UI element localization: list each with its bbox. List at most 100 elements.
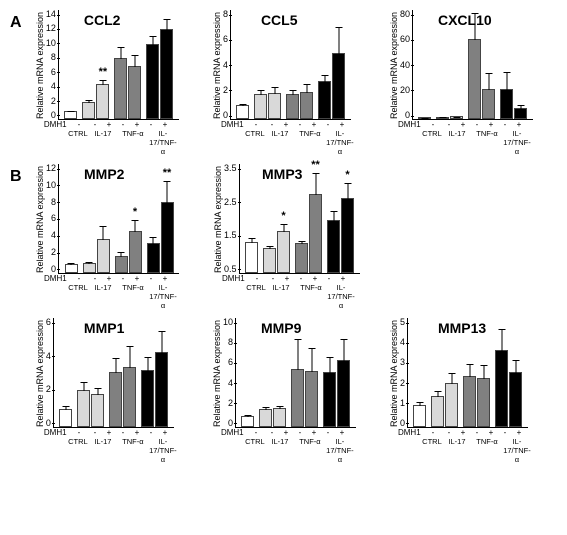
bar-group <box>109 367 137 428</box>
chart-title: CCL5 <box>261 12 298 28</box>
bar: * <box>277 231 290 273</box>
bar-group <box>254 93 282 119</box>
bar <box>332 53 345 119</box>
bar <box>59 409 72 427</box>
bar <box>91 394 104 427</box>
bar <box>337 360 350 427</box>
bar <box>241 416 254 427</box>
bar <box>268 93 281 119</box>
bar: ** <box>309 194 322 273</box>
bar <box>245 242 258 273</box>
bar <box>259 409 272 427</box>
chart-MMP3: MMP3 Relative mRNA expression 3.52.51.50… <box>212 164 382 310</box>
bar <box>128 66 141 119</box>
bar <box>77 390 90 427</box>
y-axis-label: Relative mRNA expression <box>388 10 400 120</box>
bar-group <box>323 360 351 427</box>
x-axis: DMH1 --+-+-+ CTRLIL-17TNF-αIL-17/TNF-α <box>212 274 382 310</box>
y-axis-label: Relative mRNA expression <box>34 318 46 428</box>
y-axis-label: Relative mRNA expression <box>388 318 400 428</box>
bar <box>327 220 340 273</box>
chart-MMP2: MMP2 Relative mRNA expression 121086420 … <box>34 164 204 310</box>
bar <box>509 372 522 427</box>
chart-title: MMP2 <box>84 166 124 182</box>
bar-group <box>146 29 174 119</box>
bar-group: * <box>114 231 142 273</box>
bar <box>83 263 96 273</box>
bar: ** <box>161 202 174 273</box>
bar <box>147 243 160 273</box>
bar-group <box>436 116 464 119</box>
y-axis: 543210 <box>400 318 408 428</box>
bar <box>495 350 508 427</box>
figure-root: A CCL2 Relative mRNA expression 14121086… <box>10 10 557 464</box>
chart-MMP13: MMP13 Relative mRNA expression 543210 <box>388 318 557 464</box>
bar <box>445 383 458 427</box>
x-axis: DMH1 --+-+-+ CTRLIL-17TNF-αIL-17/TNF-α <box>211 428 380 464</box>
bar <box>146 44 159 119</box>
bar <box>323 372 336 427</box>
bar-group <box>413 405 427 427</box>
bar <box>141 370 154 427</box>
bar-group <box>82 239 110 273</box>
bar <box>160 29 173 119</box>
bar <box>155 352 168 427</box>
bar-group: * <box>263 231 291 273</box>
x-axis: DMH1 --+-+-+ CTRLIL-17TNF-αIL-17/TNF-α <box>211 120 380 156</box>
bar-group <box>141 352 169 427</box>
bar-group <box>64 264 78 273</box>
panel-label-a: A <box>10 10 26 156</box>
bar-group <box>286 92 314 120</box>
bar <box>109 372 122 427</box>
bar <box>97 239 110 273</box>
x-axis: DMH1 --+-+-+ CTRLIL-17TNF-αIL-17/TNF-α <box>388 120 557 156</box>
bar <box>300 92 313 120</box>
chart-title: CXCL10 <box>438 12 492 28</box>
chart-CXCL10: CXCL10 Relative mRNA expression 80604020… <box>388 10 557 156</box>
bar: * <box>341 198 354 273</box>
bar <box>463 376 476 427</box>
bar-group <box>418 117 432 119</box>
bar <box>413 405 426 427</box>
bar-group <box>431 383 459 427</box>
bar <box>431 396 444 427</box>
bar <box>418 117 431 119</box>
chart-CCL5: CCL5 Relative mRNA expression 86420 <box>211 10 380 156</box>
bar <box>500 89 513 119</box>
panel-b-row1: B MMP2 Relative mRNA expression 12108642… <box>10 164 557 310</box>
bar-group <box>318 53 346 119</box>
bar-group <box>114 58 142 119</box>
bar <box>254 94 267 119</box>
bar-group: ** <box>295 194 323 273</box>
bar-group <box>259 408 287 427</box>
y-axis: 6420 <box>46 318 54 428</box>
chart-MMP9: MMP9 Relative mRNA expression 1086420 <box>211 318 380 464</box>
chart-title: MMP1 <box>84 320 124 336</box>
bar: * <box>129 231 142 273</box>
chart-title: CCL2 <box>84 12 121 28</box>
chart-CCL2: CCL2 Relative mRNA expression 1412108642… <box>34 10 203 156</box>
chart-title: MMP3 <box>262 166 302 182</box>
bar-group <box>500 89 528 119</box>
bar <box>123 367 136 428</box>
x-axis: DMH1 --+-+-+ CTRLIL-17TNF-αIL-17/TNF-α <box>388 428 557 464</box>
panel-label-spacer <box>10 318 26 464</box>
bar <box>236 105 249 119</box>
bar <box>450 116 463 119</box>
bar-group: ** <box>82 84 110 119</box>
y-axis: 86420 <box>223 10 231 120</box>
bar-group <box>64 111 78 119</box>
bar <box>482 89 495 119</box>
panel-a-row: A CCL2 Relative mRNA expression 14121086… <box>10 10 557 156</box>
y-axis: 121086420 <box>46 164 59 274</box>
bar <box>514 108 527 119</box>
bar <box>286 94 299 119</box>
y-axis: 14121086420 <box>46 10 59 120</box>
bar <box>318 81 331 120</box>
bar <box>273 408 286 427</box>
x-axis: DMH1 --+-+-+ CTRLIL-17TNF-αIL-17/TNF-α <box>34 120 203 156</box>
bar-group <box>463 376 491 427</box>
bar-group: ** <box>146 202 174 273</box>
chart-title: MMP13 <box>438 320 486 336</box>
bar: ** <box>96 84 109 119</box>
